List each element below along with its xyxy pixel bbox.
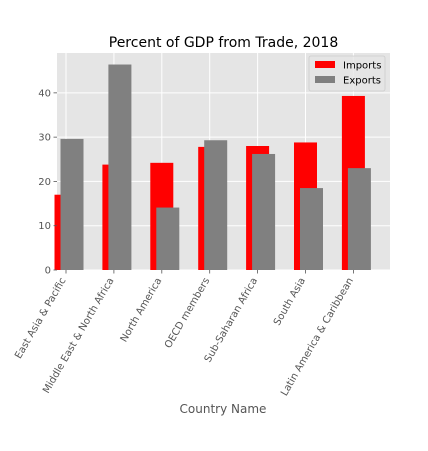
y-tick-label: 20 <box>38 177 51 188</box>
bar-exports-4 <box>252 153 276 270</box>
bar-marks <box>54 64 371 270</box>
bar-exports-2 <box>156 207 180 270</box>
x-tick-label: East Asia & Pacific <box>13 276 68 361</box>
bar-exports-0 <box>60 138 84 270</box>
bar-exports-1 <box>108 64 132 270</box>
bar-exports-3 <box>204 140 228 270</box>
x-axis-label: Country Name <box>180 402 267 416</box>
bar-exports-6 <box>347 168 371 270</box>
y-tick-label: 30 <box>38 133 51 144</box>
legend-label-exports: Exports <box>343 76 381 87</box>
y-tick-label: 0 <box>45 266 51 277</box>
y-tick-label: 40 <box>38 88 51 99</box>
x-tick-label: Sub-Saharan Africa <box>203 276 260 365</box>
legend-swatch-exports <box>315 76 335 83</box>
y-tick-label: 10 <box>38 221 51 232</box>
x-tick-label: North America <box>119 276 165 344</box>
legend-swatch-imports <box>315 61 335 68</box>
legend-label-imports: Imports <box>343 61 381 72</box>
bar-exports-5 <box>300 188 323 270</box>
legend: Imports Exports <box>308 55 386 92</box>
x-tick-label: OECD members <box>163 276 212 350</box>
chart-title: Percent of GDP from Trade, 2018 <box>109 35 338 51</box>
y-axis-ticks: 0 10 20 30 40 <box>38 88 57 277</box>
x-tick-label: South Asia <box>272 276 308 328</box>
